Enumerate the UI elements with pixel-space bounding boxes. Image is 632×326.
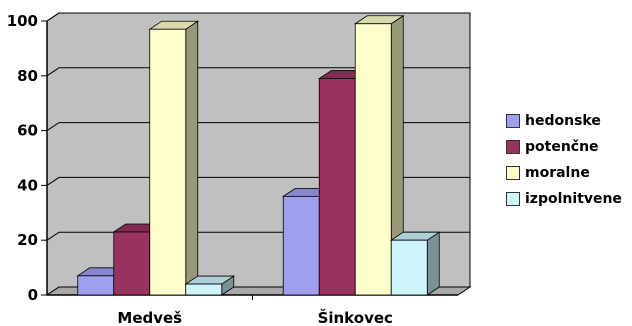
y-tick-labels: 0 20 40 60 80 100 <box>7 12 38 304</box>
bar-izpolnitvene-0 <box>184 275 236 296</box>
legend-item: hedonske <box>506 108 630 134</box>
y-tick-label: 100 <box>7 12 38 30</box>
bar-front <box>113 231 151 296</box>
bars <box>76 14 441 296</box>
bar-izpolnitvene-1 <box>389 231 441 296</box>
bar-front <box>390 239 428 296</box>
legend-label: potenčne <box>525 139 599 155</box>
bar-moralne-0 <box>148 20 200 296</box>
y-tick-label: 20 <box>17 231 38 249</box>
legend-swatch <box>506 114 520 128</box>
x-category-label: Šinkovec <box>318 308 393 326</box>
legend-item: potenčne <box>506 134 630 160</box>
x-category-label: Medveš <box>117 309 182 326</box>
y-tick-label: 80 <box>17 67 38 85</box>
legend-swatch <box>506 166 520 180</box>
bar-side <box>426 231 440 296</box>
legend-item: moralne <box>506 160 630 186</box>
y-tick-label: 40 <box>17 176 38 194</box>
legend-label: moralne <box>525 165 590 181</box>
bar-front <box>185 283 223 296</box>
gridline <box>46 12 470 22</box>
bar-front <box>318 78 356 296</box>
bar-side <box>185 20 199 296</box>
x-category-labels: Medveš Šinkovec <box>117 308 393 326</box>
bar-front <box>282 195 320 296</box>
y-tick-label: 0 <box>28 286 38 304</box>
y-tick-label: 60 <box>17 122 38 140</box>
legend-label: hedonske <box>525 113 601 129</box>
gridline <box>46 67 470 77</box>
legend: hedonske potenčne moralne izpolnitvene <box>506 108 630 212</box>
legend-item: izpolnitvene <box>506 186 630 212</box>
legend-swatch <box>506 192 520 206</box>
legend-label: izpolnitvene <box>525 191 622 207</box>
bar-front <box>77 275 115 296</box>
bar-front <box>354 23 392 296</box>
legend-swatch <box>506 140 520 154</box>
bar-front <box>149 28 187 296</box>
